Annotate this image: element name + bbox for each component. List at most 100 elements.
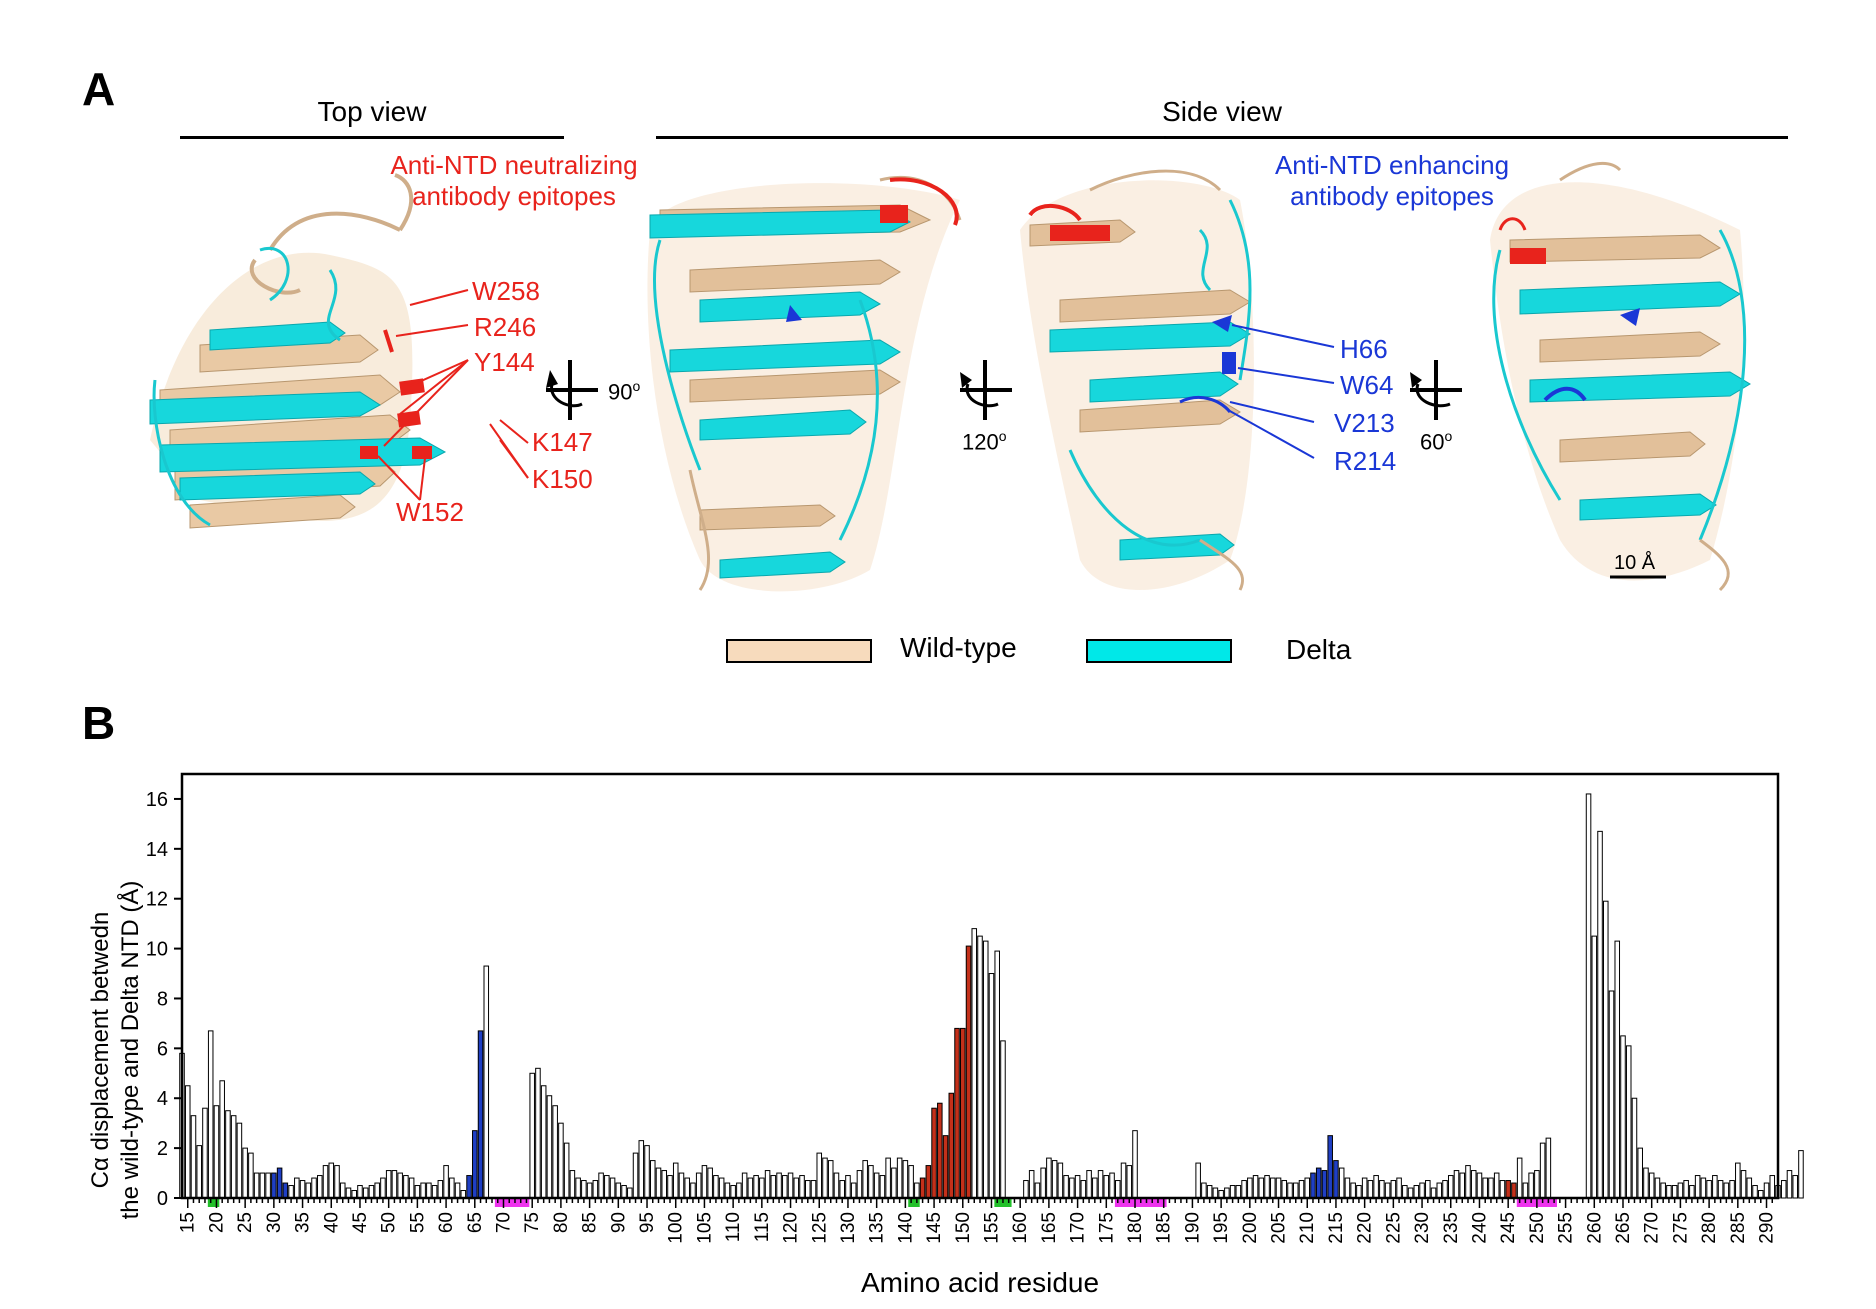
bar-residue-153 (977, 935, 983, 1199)
bar-residue-151 (965, 945, 972, 1199)
bar-residue-169 (1069, 1177, 1075, 1199)
residue-label-w258: W258 (472, 276, 540, 306)
bar-residue-138 (891, 1167, 897, 1199)
rotation-label-60: 60o (1420, 428, 1453, 455)
bar-residue-91 (621, 1185, 627, 1199)
bar-residue-197 (1229, 1185, 1236, 1199)
bar-residue-29 (265, 1172, 271, 1199)
bar-residue-124 (810, 1180, 817, 1199)
bar-residue-19 (207, 1030, 214, 1199)
x-tick-label-15: 15 (178, 1212, 199, 1233)
bar-residue-134 (868, 1165, 874, 1199)
residue-label-r214: R214 (1334, 446, 1397, 476)
bar-residue-161 (1023, 1180, 1029, 1199)
bar-residue-269 (1643, 1167, 1649, 1199)
bar-residue-51 (391, 1170, 398, 1199)
bar-residue-109 (724, 1182, 731, 1199)
bar-residue-280 (1706, 1180, 1712, 1199)
bar-residue-236 (1453, 1170, 1460, 1199)
bar-residue-170 (1074, 1175, 1081, 1199)
bar-residue-58 (431, 1185, 438, 1199)
bar-residue-107 (713, 1175, 719, 1199)
bar-residue-65 (472, 1130, 478, 1199)
bar-residue-245 (1505, 1180, 1511, 1199)
bar-residue-79 (552, 1105, 558, 1199)
x-tick-label-235: 235 (1441, 1212, 1462, 1244)
bar-residue-285 (1735, 1162, 1741, 1199)
bar-residue-163 (1034, 1182, 1041, 1199)
bar-residue-200 (1247, 1177, 1253, 1199)
bar-residue-81 (563, 1142, 570, 1199)
bar-residue-16 (190, 1115, 197, 1199)
bar-residue-228 (1407, 1187, 1414, 1199)
bar-residue-156 (994, 950, 1000, 1199)
bar-residue-237 (1459, 1172, 1466, 1199)
legend-swatch-delta (1086, 639, 1232, 663)
bar-residue-239 (1470, 1170, 1477, 1199)
green-segment-19-20 (207, 1199, 220, 1207)
x-tick-label-105: 105 (694, 1212, 715, 1244)
rotation-label-120: 120o (962, 428, 1007, 455)
bar-residue-251 (1539, 1142, 1546, 1199)
x-tick-label-180: 180 (1125, 1212, 1146, 1244)
bar-residue-180 (1132, 1130, 1138, 1199)
bar-residue-283 (1723, 1182, 1730, 1199)
bar-residue-118 (776, 1172, 782, 1199)
x-tick-label-135: 135 (867, 1212, 888, 1244)
bar-residue-229 (1413, 1185, 1420, 1199)
bar-residue-173 (1092, 1177, 1098, 1199)
bar-residue-130 (845, 1175, 851, 1199)
bar-residue-60 (443, 1165, 449, 1199)
scale-bar-label: 10 Å (1614, 552, 1656, 574)
bar-residue-295 (1792, 1175, 1798, 1199)
x-tick-label-50: 50 (379, 1212, 400, 1233)
bar-residue-247 (1516, 1157, 1523, 1199)
bar-residue-167 (1057, 1162, 1064, 1199)
x-tick-label-25: 25 (235, 1212, 256, 1233)
enhancing-line-2: antibody epitopes (1290, 181, 1494, 211)
bar-residue-64 (466, 1175, 472, 1199)
bar-residue-61 (449, 1177, 455, 1199)
neutralizing-epitopes-label: Anti-NTD neutralizing antibody epitopes (374, 150, 654, 212)
bar-residue-142 (914, 1182, 920, 1199)
bar-residue-214 (1327, 1135, 1333, 1199)
x-tick-label-165: 165 (1039, 1212, 1060, 1244)
bar-residue-147 (942, 1135, 949, 1199)
bar-residue-171 (1080, 1180, 1087, 1199)
x-tick-label-125: 125 (809, 1212, 830, 1244)
bar-residue-92 (627, 1187, 633, 1199)
x-tick-label-150: 150 (953, 1212, 974, 1244)
bar-residue-111 (736, 1182, 742, 1199)
bar-residue-281 (1712, 1175, 1718, 1199)
x-tick-label-40: 40 (321, 1212, 342, 1233)
x-tick-label-35: 35 (293, 1212, 314, 1233)
x-tick-label-225: 225 (1383, 1212, 1404, 1244)
bar-residue-168 (1063, 1175, 1069, 1199)
x-tick-label-115: 115 (752, 1212, 773, 1242)
x-tick-label-20: 20 (206, 1212, 227, 1233)
legend-swatch-wild-type (726, 639, 872, 663)
x-tick-label-230: 230 (1412, 1212, 1433, 1244)
top-view-line (180, 136, 564, 139)
x-tick-label-175: 175 (1096, 1212, 1117, 1244)
bar-residue-282 (1717, 1180, 1724, 1199)
residue-label-w64: W64 (1340, 370, 1394, 400)
bar-residue-207 (1287, 1182, 1293, 1199)
bar-residue-34 (294, 1177, 300, 1199)
y-tick-label-6: 6 (157, 1038, 168, 1060)
enhancing-line-1: Anti-NTD enhancing (1274, 150, 1510, 180)
bar-residue-210 (1304, 1177, 1311, 1199)
rotation-symbol-60 (1410, 360, 1462, 420)
bar-residue-193 (1206, 1185, 1213, 1199)
x-tick-label-55: 55 (407, 1212, 428, 1233)
y-tick-label-0: 0 (157, 1188, 168, 1210)
bar-residue-39 (322, 1165, 329, 1199)
bar-residue-162 (1028, 1170, 1035, 1199)
bar-residue-77 (540, 1085, 547, 1199)
bar-residue-133 (862, 1160, 868, 1199)
x-tick-label-70: 70 (493, 1212, 514, 1233)
bar-residue-264 (1614, 940, 1621, 1199)
bar-residue-234 (1442, 1180, 1448, 1199)
side-view-line (656, 136, 1788, 139)
bar-residue-113 (747, 1177, 754, 1199)
